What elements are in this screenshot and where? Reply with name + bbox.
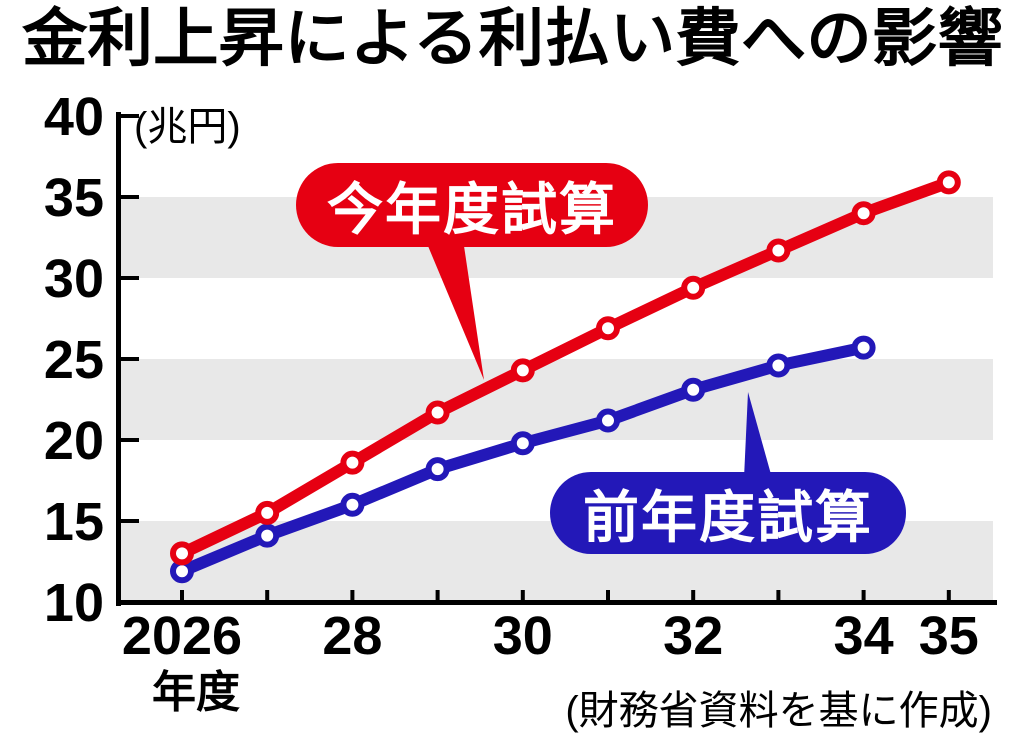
legend-bubble-previous-year-estimate: 前年度試算 — [550, 472, 906, 554]
y-axis-tick — [121, 114, 139, 118]
data-point-marker — [510, 431, 535, 456]
x-axis-tick — [180, 590, 184, 602]
data-point-marker — [255, 523, 280, 548]
x-tick-label: 28 — [322, 606, 382, 666]
x-axis-unit-label: 年度 — [152, 668, 240, 717]
x-axis-tick — [776, 590, 781, 602]
y-axis-tick — [121, 519, 139, 523]
y-tick-label: 25 — [44, 330, 104, 390]
data-point-marker — [340, 450, 365, 475]
legend-bubble-tail-previous-year — [744, 392, 772, 478]
data-point-marker — [425, 400, 450, 425]
data-point-marker — [596, 316, 620, 341]
series-line-0 — [176, 176, 955, 560]
x-tick-label: 2026 — [122, 606, 242, 666]
data-point-marker — [766, 238, 791, 263]
data-point-marker — [425, 457, 450, 482]
data-point-marker — [170, 541, 194, 566]
data-point-marker — [681, 377, 706, 402]
legend-bubble-current-year-estimate: 今年度試算 — [296, 163, 648, 247]
y-tick-label: 10 — [44, 573, 104, 633]
x-axis-tick — [606, 590, 610, 602]
x-axis-tick — [265, 590, 270, 602]
x-tick-label: 32 — [663, 606, 723, 666]
x-axis-tick — [946, 590, 951, 602]
data-point-marker — [851, 201, 876, 226]
y-axis-tick — [121, 357, 139, 361]
data-point-marker — [766, 353, 791, 378]
x-axis-tick — [861, 590, 866, 602]
source-note: (財務省資料を基に作成) — [565, 689, 992, 733]
data-point-marker — [596, 408, 620, 433]
x-axis-tick — [350, 590, 355, 602]
data-point-marker — [255, 500, 280, 525]
x-axis-tick — [435, 590, 440, 602]
x-tick-label: 30 — [493, 606, 553, 666]
x-tick-label: 35 — [919, 606, 979, 666]
legend-bubble-tail-current-year — [428, 246, 484, 380]
data-point-marker — [510, 358, 535, 383]
y-axis-tick — [121, 438, 139, 442]
data-point-marker — [681, 275, 706, 300]
grid-band — [120, 359, 993, 440]
y-axis-line — [116, 112, 121, 606]
y-tick-label: 20 — [44, 411, 104, 471]
y-tick-label: 35 — [44, 168, 104, 228]
y-axis-unit-label: (兆円) — [134, 105, 241, 149]
y-axis-tick — [121, 276, 139, 280]
data-point-marker — [936, 170, 961, 195]
x-axis-tick — [691, 590, 696, 602]
data-point-marker — [340, 492, 365, 517]
x-axis-tick — [520, 590, 525, 602]
x-axis-line — [116, 600, 997, 605]
chart-title: 金利上昇による利払い費への影響 — [22, 4, 1003, 74]
y-axis-tick — [121, 195, 139, 199]
data-point-marker — [851, 335, 876, 360]
y-tick-label: 30 — [44, 249, 104, 309]
x-tick-label: 34 — [834, 606, 894, 666]
y-tick-label: 40 — [44, 87, 104, 147]
y-tick-label: 15 — [44, 492, 104, 552]
